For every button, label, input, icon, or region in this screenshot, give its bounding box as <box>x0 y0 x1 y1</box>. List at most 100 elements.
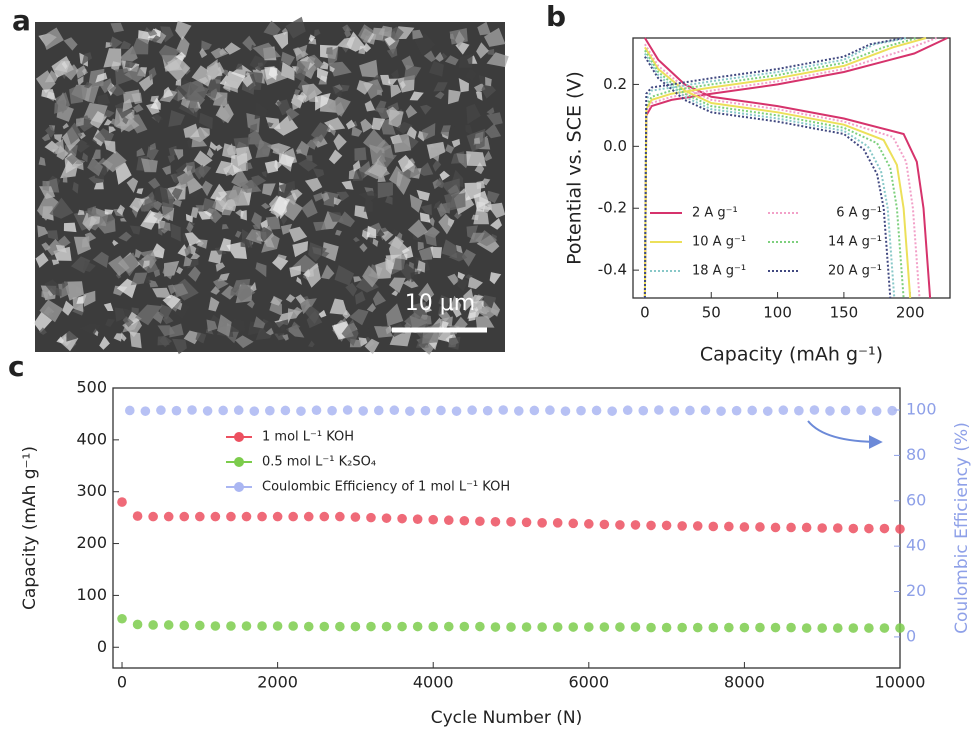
data-point <box>443 515 454 526</box>
sem-texture <box>417 260 426 273</box>
sem-texture <box>173 149 184 160</box>
data-point <box>358 406 368 416</box>
sem-texture <box>193 150 213 167</box>
sem-texture <box>101 213 116 225</box>
sem-texture <box>113 333 122 342</box>
sem-texture <box>409 194 423 213</box>
sem-texture <box>281 27 288 36</box>
sem-texture <box>430 246 442 259</box>
sem-texture <box>41 133 51 142</box>
sem-texture <box>372 290 386 306</box>
data-point <box>661 622 672 633</box>
sem-texture <box>342 24 352 32</box>
data-point <box>319 511 330 522</box>
sem-texture <box>144 276 151 284</box>
sem-texture <box>172 338 187 355</box>
sem-texture <box>341 180 354 190</box>
scale-bar-label: 10 μm <box>405 291 475 316</box>
data-point <box>708 622 719 633</box>
legend-marker <box>234 432 244 442</box>
sem-texture <box>164 57 191 82</box>
sem-texture <box>412 128 419 133</box>
sem-texture <box>251 212 262 230</box>
legend-label: 20 A g⁻¹ <box>828 264 882 279</box>
sem-texture <box>289 265 301 278</box>
data-point <box>716 406 726 416</box>
sem-texture <box>408 261 414 270</box>
sem-texture <box>388 236 404 250</box>
data-point <box>809 405 820 415</box>
sem-texture <box>450 33 455 40</box>
sem-texture <box>195 238 204 247</box>
data-point <box>132 619 143 630</box>
sem-texture <box>159 220 171 232</box>
y2-tick-label: 80 <box>906 445 926 464</box>
sem-texture <box>335 229 342 236</box>
sem-texture <box>45 124 55 138</box>
sem-texture <box>416 189 430 201</box>
sem-texture <box>185 213 193 223</box>
y-tick-label: 100 <box>76 585 107 604</box>
sem-texture <box>402 278 419 289</box>
sem-texture <box>141 158 158 173</box>
sem-texture <box>235 146 253 167</box>
legend-label: Coulombic Efficiency of 1 mol L⁻¹ KOH <box>262 480 510 495</box>
data-point <box>241 621 252 631</box>
y-tick-label: 0.0 <box>603 137 627 155</box>
sem-texture <box>285 324 305 338</box>
sem-texture <box>362 265 380 288</box>
data-point <box>451 406 462 416</box>
sem-texture <box>55 287 62 297</box>
legend-label: 0.5 mol L⁻¹ K₂SO₄ <box>262 455 376 470</box>
sem-texture <box>364 338 380 355</box>
sem-texture <box>124 60 137 69</box>
data-point <box>397 621 407 632</box>
x-tick-label: 4000 <box>413 673 454 692</box>
sem-texture <box>474 137 481 144</box>
sem-texture <box>461 249 476 267</box>
sem-texture <box>407 219 428 238</box>
sem-texture <box>140 209 159 230</box>
data-point <box>210 511 221 522</box>
sem-texture <box>272 147 280 155</box>
sem-texture <box>146 146 159 161</box>
sem-texture <box>358 24 374 44</box>
data-point <box>226 511 236 522</box>
data-point <box>576 405 586 416</box>
sem-texture <box>122 316 134 328</box>
sem-texture <box>475 91 483 101</box>
sem-texture <box>129 225 141 235</box>
sem-texture <box>377 182 393 199</box>
sem-texture <box>151 35 161 43</box>
sem-texture <box>201 40 212 52</box>
data-point <box>724 521 734 532</box>
data-point <box>428 514 439 525</box>
sem-texture <box>193 102 199 113</box>
sem-texture <box>222 79 238 93</box>
sem-texture <box>255 227 274 243</box>
sem-texture <box>448 250 468 262</box>
sem-texture <box>109 36 123 49</box>
sem-texture <box>103 109 115 118</box>
sem-texture <box>423 50 436 62</box>
sem-texture <box>122 98 133 112</box>
sem-texture <box>418 282 435 303</box>
sem-texture <box>486 52 509 68</box>
data-point <box>506 516 516 527</box>
data-point <box>747 405 757 416</box>
sem-texture <box>209 141 217 151</box>
sem-texture <box>126 177 139 193</box>
data-point <box>677 622 687 633</box>
y-tick-label: -0.4 <box>598 261 627 279</box>
panel-label: b <box>546 0 566 33</box>
sem-texture <box>307 56 316 65</box>
sem-texture <box>321 250 330 258</box>
sem-texture <box>278 152 295 167</box>
sem-texture <box>321 264 335 280</box>
data-point <box>786 522 796 533</box>
sem-texture <box>201 180 213 197</box>
sem-texture <box>190 252 201 259</box>
data-point <box>537 622 547 632</box>
sem-texture <box>245 162 253 171</box>
sem-texture <box>445 144 455 154</box>
